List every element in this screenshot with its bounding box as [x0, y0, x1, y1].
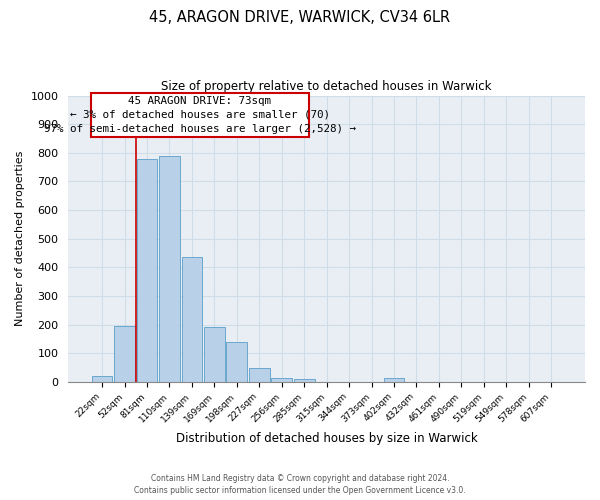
- Bar: [226, 342, 247, 382]
- Bar: [249, 368, 269, 382]
- Text: 45, ARAGON DRIVE, WARWICK, CV34 6LR: 45, ARAGON DRIVE, WARWICK, CV34 6LR: [149, 10, 451, 25]
- Bar: [92, 376, 112, 382]
- Bar: [182, 258, 202, 382]
- X-axis label: Distribution of detached houses by size in Warwick: Distribution of detached houses by size …: [176, 432, 478, 445]
- Y-axis label: Number of detached properties: Number of detached properties: [15, 151, 25, 326]
- Bar: [204, 327, 224, 382]
- Bar: [114, 326, 135, 382]
- Bar: [271, 378, 292, 382]
- Text: 45 ARAGON DRIVE: 73sqm
← 3% of detached houses are smaller (70)
97% of semi-deta: 45 ARAGON DRIVE: 73sqm ← 3% of detached …: [44, 96, 356, 134]
- Bar: [137, 158, 157, 382]
- Bar: [159, 156, 180, 382]
- Text: Contains HM Land Registry data © Crown copyright and database right 2024.
Contai: Contains HM Land Registry data © Crown c…: [134, 474, 466, 495]
- Title: Size of property relative to detached houses in Warwick: Size of property relative to detached ho…: [161, 80, 492, 93]
- Bar: [91, 92, 308, 137]
- Bar: [294, 379, 314, 382]
- Bar: [383, 378, 404, 382]
